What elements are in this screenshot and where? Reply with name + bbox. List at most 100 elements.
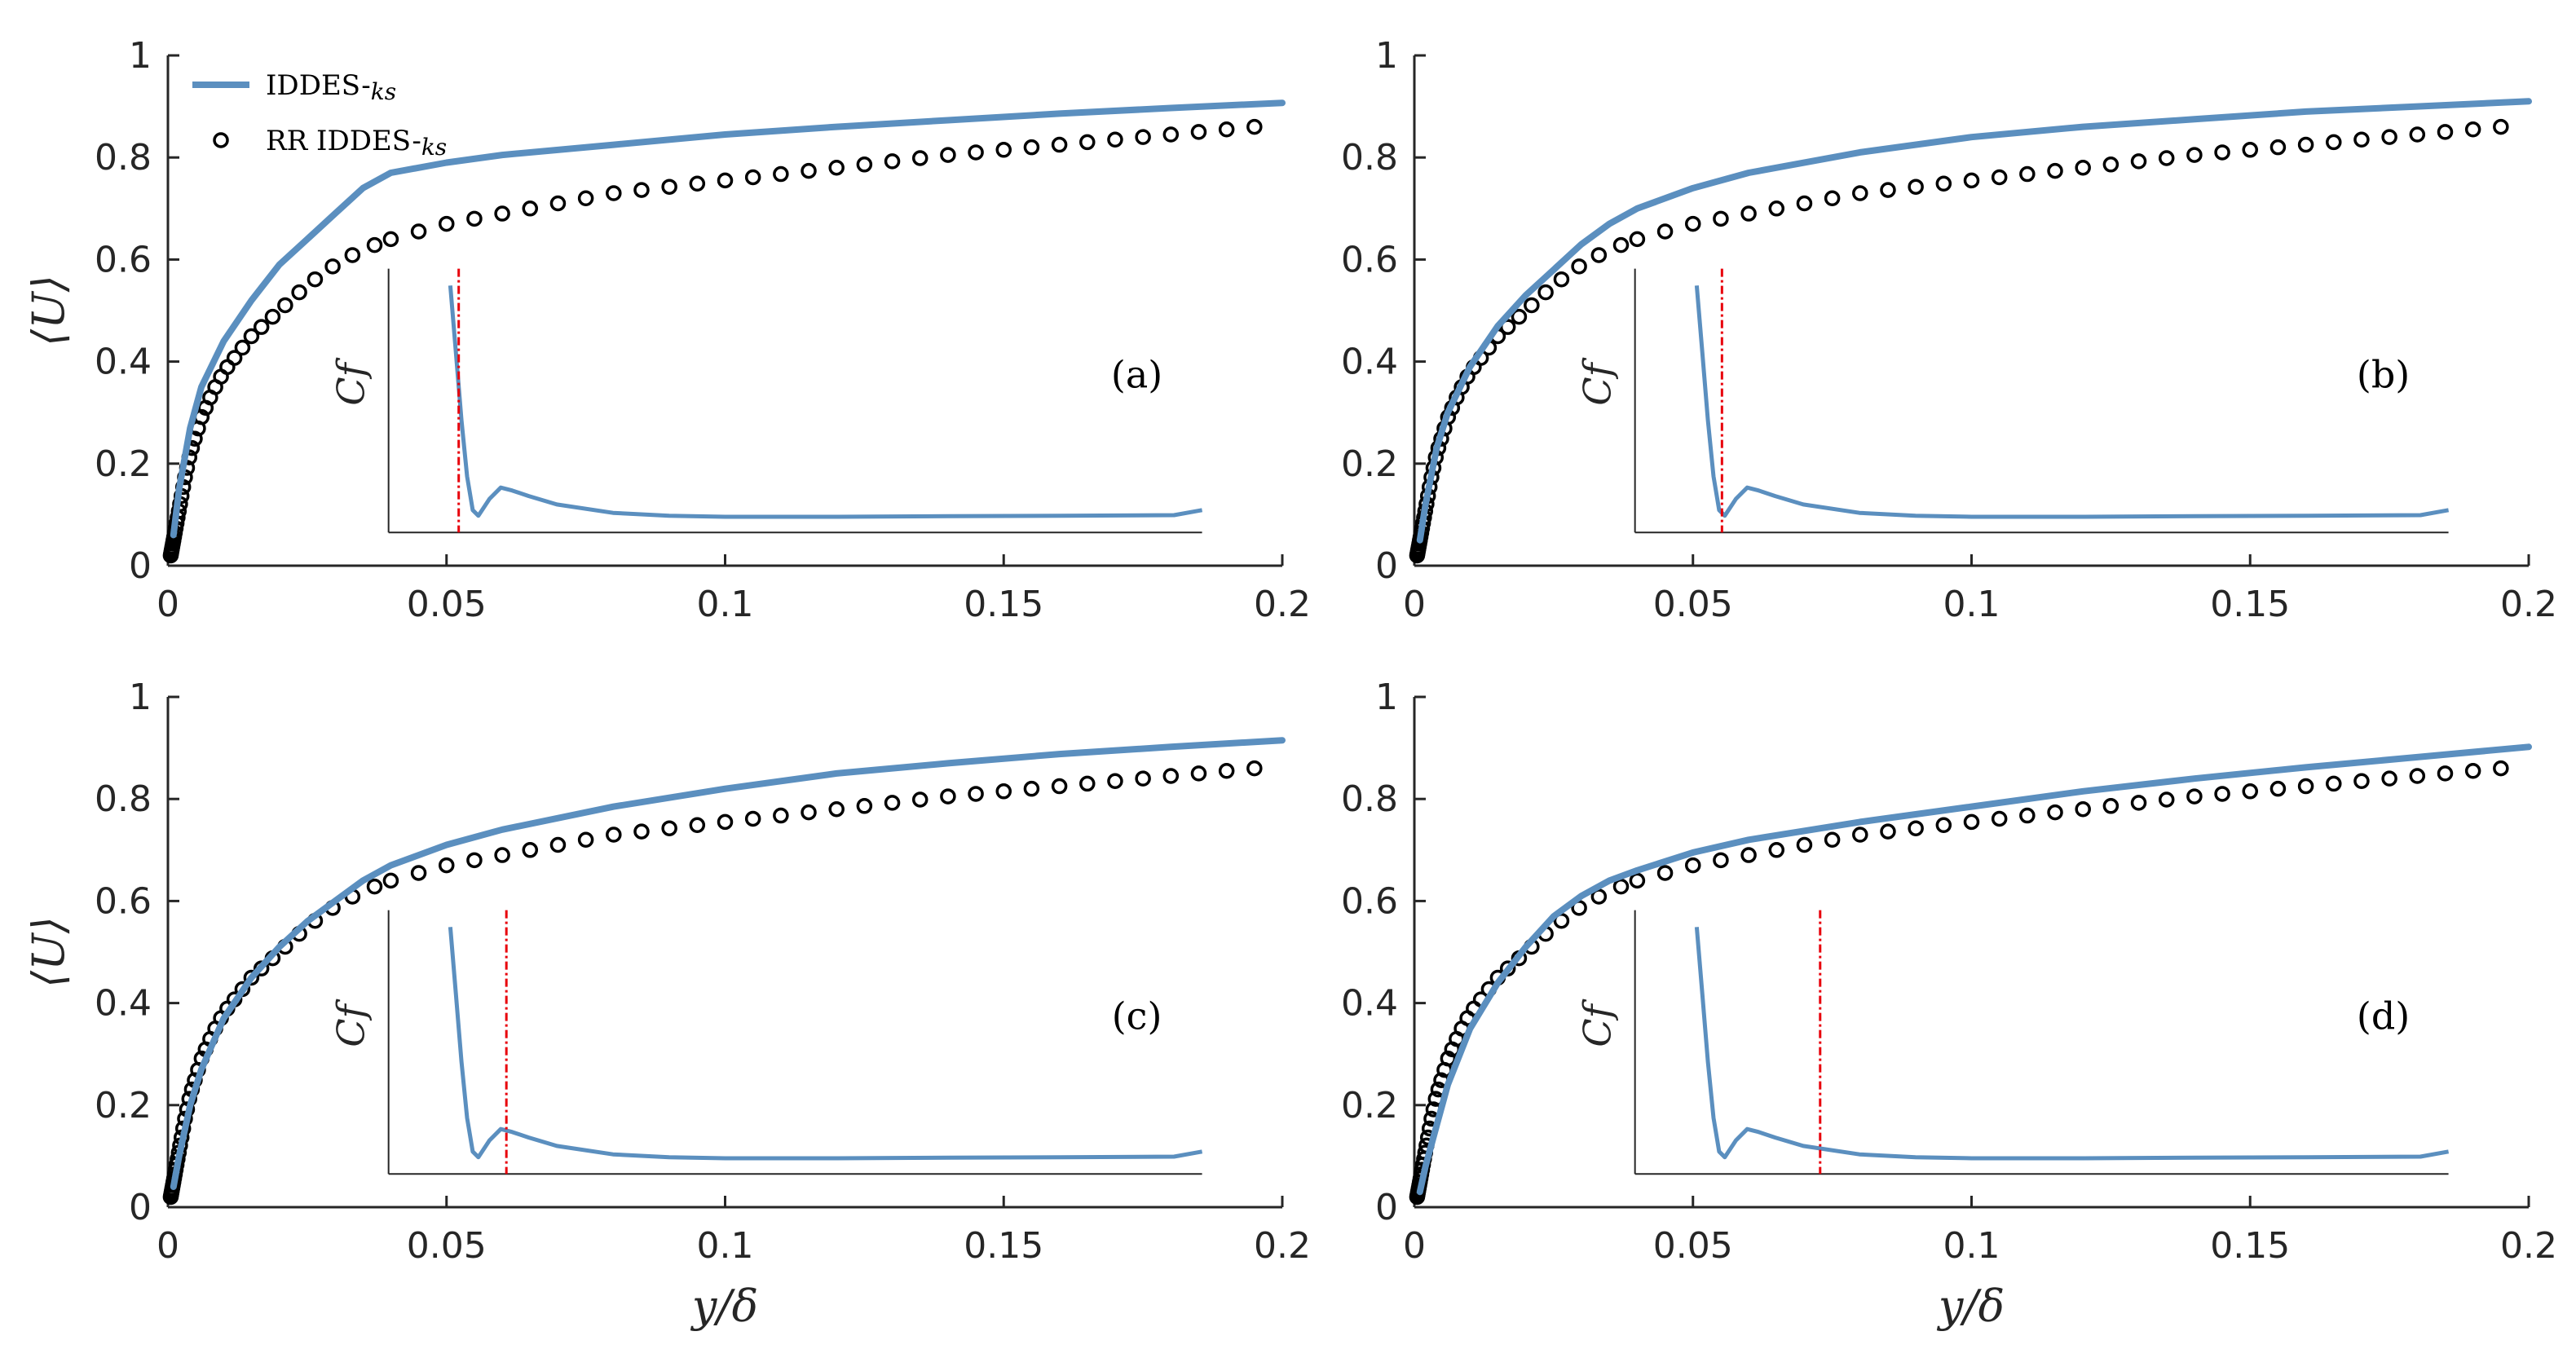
rr-data-point [773,807,789,824]
rr-data-point [1740,847,1757,863]
rr-data-point [661,179,677,195]
rr-data-point [1991,169,2008,186]
legend-entry-sub: ks [421,134,447,161]
rr-data-point [2019,165,2036,183]
rr-data-point [1218,763,1235,779]
rr-data-point [2437,124,2454,140]
rr-data-point [2130,795,2147,811]
rr-data-point [2409,768,2426,784]
rr-data-point [911,150,929,166]
rr-data-point [1824,190,1841,207]
rr-data-point [1629,231,1646,248]
rr-data-point [968,144,984,161]
rr-data-point [1135,129,1151,145]
rr-data-point [522,201,539,217]
legend-entry-text: IDDES- [266,69,371,102]
rr-data-point [2464,763,2481,779]
legend-entry-text: RR IDDES- [266,125,421,157]
legend-circle-swatch [213,132,229,148]
rr-data-point [2186,147,2203,163]
rr-data-point [226,350,243,366]
y-tick-label: 0 [1375,1187,1398,1228]
rr-data-point [2158,791,2175,808]
rr-data-point [633,823,650,840]
y-tick-label: 0.2 [1341,443,1398,485]
y-axis-label: ⟨U⟩ [23,916,74,988]
rr-data-point [2214,786,2230,802]
series-iddes-ks-line [170,737,1286,1190]
rr-data-point [1162,126,1180,143]
rr-data-point [1218,121,1235,138]
y-tick-label: 0.8 [1341,778,1398,820]
series-iddes-ks-line [170,99,1286,539]
x-axis-label: y/δ [1937,1281,2005,1332]
rr-data-point [264,308,281,325]
rr-data-point [1051,136,1068,153]
x-tick-label: 0.2 [2500,584,2557,625]
rr-data-point [2381,770,2397,787]
rr-data-point [2493,760,2509,777]
rr-data-point [1740,205,1757,222]
rr-data-point [277,297,293,314]
rr-data-point [2102,157,2119,173]
rr-data-point [243,969,260,986]
rr-data-point [2353,131,2370,148]
rr-data-point [1079,775,1096,792]
rr-data-point [549,836,567,853]
inset-cf-plot: Cf [329,268,1203,534]
rr-data-point [2214,144,2230,161]
rr-data-point [2326,134,2342,151]
rr-data-point [577,190,594,207]
rr-data-point [2075,800,2091,818]
y-tick-label: 0.4 [95,342,152,383]
inset-ylabel: Cf [329,999,373,1047]
rr-data-point [1079,134,1096,151]
rr-data-point [2186,788,2203,805]
rr-data-point [1629,872,1646,889]
x-tick-label: 0.15 [964,1225,1043,1267]
rr-data-point [1685,857,1701,874]
rr-data-point [1880,823,1896,840]
rr-data-point [439,857,455,874]
y-tick-label: 0 [1375,545,1398,587]
x-axis-label: y/δ [690,1281,758,1332]
rr-data-point [366,878,383,895]
rr-data-point [1537,284,1554,301]
x-tick-label: 0.1 [697,1225,754,1267]
rr-data-point [1107,773,1123,790]
rr-data-point [307,271,324,288]
panel-label: (d) [2357,994,2410,1038]
rr-data-point [494,847,510,863]
inset-background [1634,268,2449,533]
rr-data-point [2353,773,2370,790]
rr-data-point [466,210,483,227]
rr-data-point [856,798,873,814]
x-tick-label: 0.1 [1943,584,2000,625]
rr-data-point [1963,813,1980,831]
rr-data-point [466,852,483,869]
rr-data-point [1768,201,1785,217]
rr-data-point [1935,175,1952,192]
rr-data-point [1713,852,1729,869]
rr-data-point [234,339,251,356]
panel-label: (b) [2357,352,2410,396]
rr-data-point [1524,297,1540,314]
rr-data-point [243,328,260,345]
rr-data-point [366,236,383,253]
rr-data-point [801,162,817,179]
y-tick-label: 0.4 [1341,342,1398,383]
rr-data-point [2130,153,2147,170]
rr-data-point [856,157,873,173]
rr-data-point [911,791,929,808]
rr-data-point [661,820,677,836]
rr-data-point [940,147,956,163]
rr-data-point [1768,842,1785,858]
inset-cf-plot: Cf [1576,268,2450,534]
x-tick-label: 0.05 [407,584,487,625]
x-tick-label: 0.15 [2210,1225,2290,1267]
rr-data-point [2158,150,2175,166]
rr-data-point [995,783,1012,800]
x-tick-label: 0.2 [1254,1225,1311,1267]
rr-data-point [2047,162,2063,179]
